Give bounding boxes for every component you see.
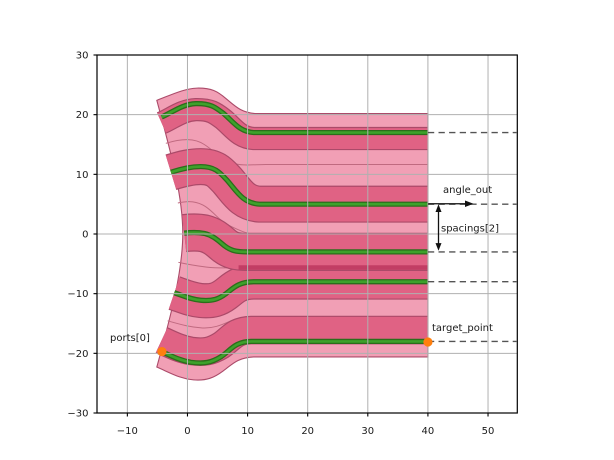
ytick-label: −10 — [67, 289, 88, 300]
label-spacings-2: spacings[2] — [441, 224, 499, 235]
spacings-arrow-head — [435, 243, 442, 251]
ytick-label: −20 — [67, 349, 88, 360]
axes: −10 0 10 20 30 40 50 −30 −20 −10 0 10 20 30 — [67, 51, 518, 437]
dashed-guides — [427, 131, 517, 343]
waveguide-cores — [160, 101, 428, 366]
ytick-label: 0 — [82, 230, 88, 241]
xtick-label: 30 — [361, 426, 374, 437]
band-fill — [156, 316, 428, 365]
xtick-label: 10 — [241, 426, 254, 437]
target-point-marker — [423, 337, 433, 347]
waveguide-core — [161, 340, 428, 365]
ytick-label: 20 — [76, 110, 89, 121]
xtick-label: 20 — [301, 426, 314, 437]
annotation-labels: ports[0] target_point angle_out spacings[2] — [110, 185, 499, 344]
annotation-arrows — [428, 200, 474, 251]
markers — [157, 337, 433, 357]
label-ports0: ports[0] — [110, 333, 150, 344]
ports0-marker — [157, 346, 167, 357]
waveguide-core — [184, 231, 428, 254]
xtick-label: −10 — [117, 426, 138, 437]
ytick-label: 30 — [76, 51, 89, 62]
label-target: target_point — [432, 323, 493, 334]
xtick-label: 40 — [422, 426, 435, 437]
angle-out-arrow-head — [465, 200, 474, 207]
cladding-seam — [177, 201, 249, 234]
ytick-label: 10 — [76, 170, 89, 181]
xtick-label: 0 — [184, 426, 190, 437]
spacings-arrow-head — [435, 204, 442, 212]
waveguide-core — [173, 280, 428, 302]
waveguide-core — [161, 102, 428, 134]
ytick-label: −30 — [67, 409, 88, 420]
label-angle-out: angle_out — [443, 185, 492, 196]
xtick-label: 50 — [482, 426, 495, 437]
